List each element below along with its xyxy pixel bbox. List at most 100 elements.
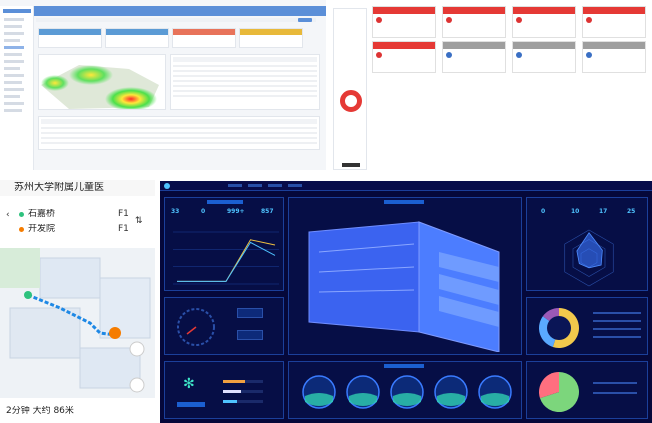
legend-line bbox=[593, 382, 637, 384]
stat-value: 17 bbox=[599, 208, 608, 215]
legend-line bbox=[593, 320, 641, 322]
device-tile[interactable] bbox=[582, 41, 646, 73]
line-chart bbox=[173, 231, 279, 285]
sidebar-item[interactable] bbox=[4, 32, 24, 35]
table-header bbox=[173, 57, 317, 62]
donut-chart bbox=[539, 308, 579, 348]
traffic-panel: 33 0 999+ 857 bbox=[164, 197, 284, 291]
legend-line bbox=[593, 328, 641, 330]
destination-title: 苏州大学附属儿童医 bbox=[14, 182, 104, 193]
fan-status-bar bbox=[177, 402, 205, 407]
series-line bbox=[177, 239, 276, 282]
sidebar-item[interactable] bbox=[4, 81, 22, 84]
sidebar-item[interactable] bbox=[4, 53, 22, 56]
radar-grid bbox=[564, 229, 614, 287]
category-panel bbox=[526, 297, 648, 355]
back-icon[interactable]: ‹ bbox=[6, 210, 10, 220]
route-to[interactable]: 开发院 bbox=[28, 224, 56, 234]
kpi-value: 33 bbox=[171, 208, 180, 215]
dash-nav-item[interactable] bbox=[228, 184, 242, 187]
map-building bbox=[79, 347, 141, 389]
building-line bbox=[318, 289, 415, 293]
route-from[interactable]: 石嘉桥 bbox=[28, 209, 56, 219]
compass-button[interactable] bbox=[129, 377, 145, 393]
sidebar-item[interactable] bbox=[4, 109, 22, 112]
table-row[interactable] bbox=[173, 70, 317, 72]
panel-title-bar bbox=[207, 200, 243, 204]
map-building bbox=[9, 307, 81, 359]
gauge-needle bbox=[186, 326, 197, 335]
table-row[interactable] bbox=[41, 132, 317, 134]
dash-nav-item[interactable] bbox=[288, 184, 302, 187]
heatmap bbox=[41, 65, 159, 109]
ratio-panel bbox=[526, 361, 648, 419]
sidebar-item[interactable] bbox=[4, 67, 20, 70]
panel-title-bar bbox=[384, 364, 424, 368]
nav-header: 苏州大学附属儿童医 bbox=[0, 180, 155, 196]
table-row[interactable] bbox=[41, 127, 317, 129]
device-tile[interactable] bbox=[512, 41, 576, 73]
series-line bbox=[177, 241, 276, 282]
dash-nav-item[interactable] bbox=[248, 184, 262, 187]
table-row[interactable] bbox=[173, 80, 317, 82]
device-tile[interactable] bbox=[442, 6, 506, 38]
alarm-card-button[interactable] bbox=[342, 163, 360, 167]
table-row[interactable] bbox=[173, 85, 317, 87]
sidebar-item-active[interactable] bbox=[4, 46, 24, 49]
sensor-gauges-panel bbox=[288, 361, 522, 419]
legend-line bbox=[593, 392, 637, 394]
radar-chart bbox=[564, 229, 614, 287]
table-row[interactable] bbox=[173, 95, 317, 97]
locate-button[interactable] bbox=[129, 341, 145, 357]
fan-icon: ✻ bbox=[183, 376, 195, 392]
progress-track bbox=[223, 390, 263, 393]
sidebar-item[interactable] bbox=[4, 74, 24, 77]
route-footer: 2分钟 大约 86米 bbox=[0, 402, 155, 423]
swap-route-icon[interactable]: ⇅ bbox=[135, 216, 143, 226]
sidebar-item[interactable] bbox=[4, 25, 22, 28]
dash-nav-item[interactable] bbox=[268, 184, 282, 187]
gauge-wave bbox=[481, 393, 509, 406]
floor-label: F1 bbox=[118, 209, 129, 219]
speed-panel bbox=[164, 297, 284, 355]
sensor-gauge bbox=[478, 375, 512, 409]
gauge-wave bbox=[437, 393, 465, 406]
sidebar-item[interactable] bbox=[4, 95, 20, 98]
floor-label: F1 bbox=[118, 224, 129, 234]
building-3d-model bbox=[308, 221, 500, 352]
device-tile[interactable] bbox=[582, 6, 646, 38]
sidebar-item[interactable] bbox=[4, 18, 24, 21]
sidebar-menu bbox=[4, 18, 28, 116]
pie-slice bbox=[539, 372, 559, 399]
progress-fill bbox=[223, 400, 237, 403]
device-icon bbox=[446, 17, 452, 23]
indoor-map[interactable] bbox=[0, 248, 155, 398]
kpi-value: 0 bbox=[201, 208, 206, 215]
table-row[interactable] bbox=[173, 90, 317, 92]
panel-title-bar bbox=[384, 200, 424, 204]
sidebar-item[interactable] bbox=[4, 60, 24, 63]
end-point-icon bbox=[19, 227, 24, 232]
sidebar-item[interactable] bbox=[4, 39, 20, 42]
device-tile[interactable] bbox=[442, 41, 506, 73]
device-tile[interactable] bbox=[372, 6, 436, 38]
sensor-gauge bbox=[434, 375, 468, 409]
admin-action-button[interactable] bbox=[298, 18, 312, 22]
table-row[interactable] bbox=[173, 65, 317, 67]
stat-value: 10 bbox=[571, 208, 580, 215]
progress-track bbox=[223, 400, 263, 403]
map-canvas bbox=[0, 248, 155, 398]
table-row[interactable] bbox=[41, 137, 317, 139]
device-tile[interactable] bbox=[372, 41, 436, 73]
sidebar-item[interactable] bbox=[4, 102, 24, 105]
table-row[interactable] bbox=[173, 75, 317, 77]
route-path bbox=[27, 293, 116, 337]
sidebar-item[interactable] bbox=[4, 88, 24, 91]
kpi-card-1 bbox=[38, 28, 102, 48]
device-icon bbox=[516, 17, 522, 23]
device-tile[interactable] bbox=[512, 6, 576, 38]
speed-stat bbox=[237, 308, 263, 318]
heat-spot bbox=[105, 87, 157, 109]
device-icon bbox=[446, 52, 452, 58]
table-row[interactable] bbox=[41, 142, 317, 144]
